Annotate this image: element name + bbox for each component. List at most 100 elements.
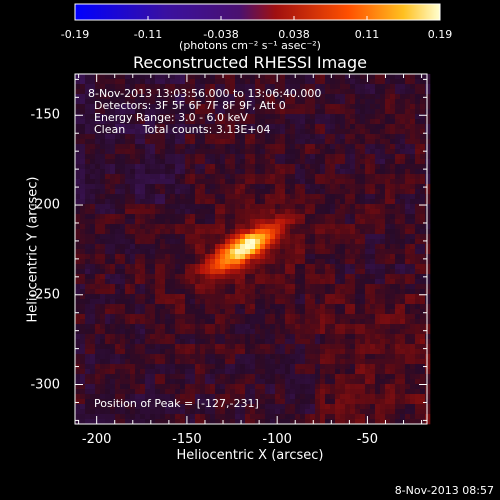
heatmap-cell: [85, 399, 91, 405]
heatmap-cell: [340, 254, 346, 260]
heatmap-cell: [290, 284, 296, 290]
heatmap-cell: [115, 359, 121, 365]
heatmap-cell: [110, 334, 116, 340]
heatmap-cell: [285, 184, 291, 190]
heatmap-cell: [405, 104, 411, 110]
heatmap-cell: [405, 219, 411, 225]
heatmap-cell: [190, 109, 196, 115]
heatmap-cell: [225, 294, 231, 300]
heatmap-cell: [275, 374, 281, 380]
heatmap-cell: [100, 249, 106, 255]
heatmap-cell: [295, 259, 301, 265]
heatmap-cell: [295, 189, 301, 195]
heatmap-cell: [205, 399, 211, 405]
heatmap-cell: [205, 214, 211, 220]
heatmap-cell: [390, 289, 396, 295]
heatmap-cell: [210, 199, 216, 205]
heatmap-cell: [120, 194, 126, 200]
heatmap-cell: [285, 294, 291, 300]
heatmap-cell: [205, 264, 211, 270]
heatmap-cell: [285, 284, 291, 290]
heatmap-cell: [395, 119, 401, 125]
heatmap-cell: [250, 94, 256, 100]
heatmap-cell: [310, 349, 316, 355]
heatmap-cell: [350, 124, 356, 130]
heatmap-cell: [280, 79, 286, 85]
heatmap-cell: [170, 384, 176, 390]
heatmap-cell: [275, 174, 281, 180]
heatmap-cell: [90, 349, 96, 355]
heatmap-cell: [260, 239, 266, 245]
heatmap-cell: [275, 154, 281, 160]
heatmap-cell: [170, 219, 176, 225]
heatmap-cell: [95, 119, 101, 125]
heatmap-cell: [120, 304, 126, 310]
heatmap-cell: [145, 239, 151, 245]
heatmap-cell: [225, 409, 231, 415]
heatmap-cell: [175, 364, 181, 370]
heatmap-cell: [110, 369, 116, 375]
heatmap-cell: [260, 84, 266, 90]
heatmap-cell: [275, 109, 281, 115]
heatmap-cell: [205, 154, 211, 160]
heatmap-cell: [365, 354, 371, 360]
heatmap-cell: [390, 334, 396, 340]
heatmap-cell: [185, 294, 191, 300]
heatmap-cell: [95, 399, 101, 405]
heatmap-cell: [90, 404, 96, 410]
heatmap-cell: [300, 274, 306, 280]
heatmap-cell: [75, 349, 81, 355]
heatmap-cell: [190, 419, 196, 425]
heatmap-cell: [375, 149, 381, 155]
heatmap-cell: [255, 374, 261, 380]
heatmap-cell: [200, 94, 206, 100]
heatmap-cell: [180, 229, 186, 235]
heatmap-cell: [225, 79, 231, 85]
heatmap-cell: [395, 414, 401, 420]
heatmap-cell: [425, 354, 431, 360]
heatmap-cell: [400, 189, 406, 195]
heatmap-cell: [305, 229, 311, 235]
heatmap-cell: [315, 264, 321, 270]
heatmap-cell: [135, 394, 141, 400]
heatmap-cell: [175, 149, 181, 155]
heatmap-cell: [310, 394, 316, 400]
heatmap-cell: [85, 269, 91, 275]
heatmap-cell: [280, 294, 286, 300]
heatmap-cell: [220, 154, 226, 160]
heatmap-cell: [120, 114, 126, 120]
heatmap-cell: [95, 174, 101, 180]
heatmap-cell: [110, 254, 116, 260]
heatmap-cell: [255, 149, 261, 155]
heatmap-cell: [265, 224, 271, 230]
heatmap-cell: [185, 319, 191, 325]
heatmap-cell: [180, 324, 186, 330]
heatmap-cell: [185, 264, 191, 270]
heatmap-cell: [200, 199, 206, 205]
heatmap-cell: [375, 209, 381, 215]
heatmap-cell: [175, 189, 181, 195]
heatmap-cell: [240, 74, 246, 80]
heatmap-cell: [280, 184, 286, 190]
heatmap-cell: [125, 214, 131, 220]
heatmap-cell: [375, 299, 381, 305]
heatmap-cell: [385, 164, 391, 170]
heatmap-cell: [420, 399, 426, 405]
heatmap-cell: [190, 259, 196, 265]
heatmap-cell: [360, 249, 366, 255]
heatmap-cell: [150, 264, 156, 270]
heatmap-cell: [265, 94, 271, 100]
heatmap-cell: [260, 264, 266, 270]
heatmap-cell: [170, 84, 176, 90]
heatmap-cell: [375, 264, 381, 270]
heatmap-cell: [245, 304, 251, 310]
heatmap-cell: [175, 254, 181, 260]
heatmap-cell: [105, 264, 111, 270]
heatmap-cell: [155, 114, 161, 120]
heatmap-cell: [165, 244, 171, 250]
heatmap-cell: [195, 394, 201, 400]
heatmap-cell: [300, 144, 306, 150]
heatmap-cell: [250, 269, 256, 275]
heatmap-cell: [385, 344, 391, 350]
heatmap-cell: [90, 169, 96, 175]
